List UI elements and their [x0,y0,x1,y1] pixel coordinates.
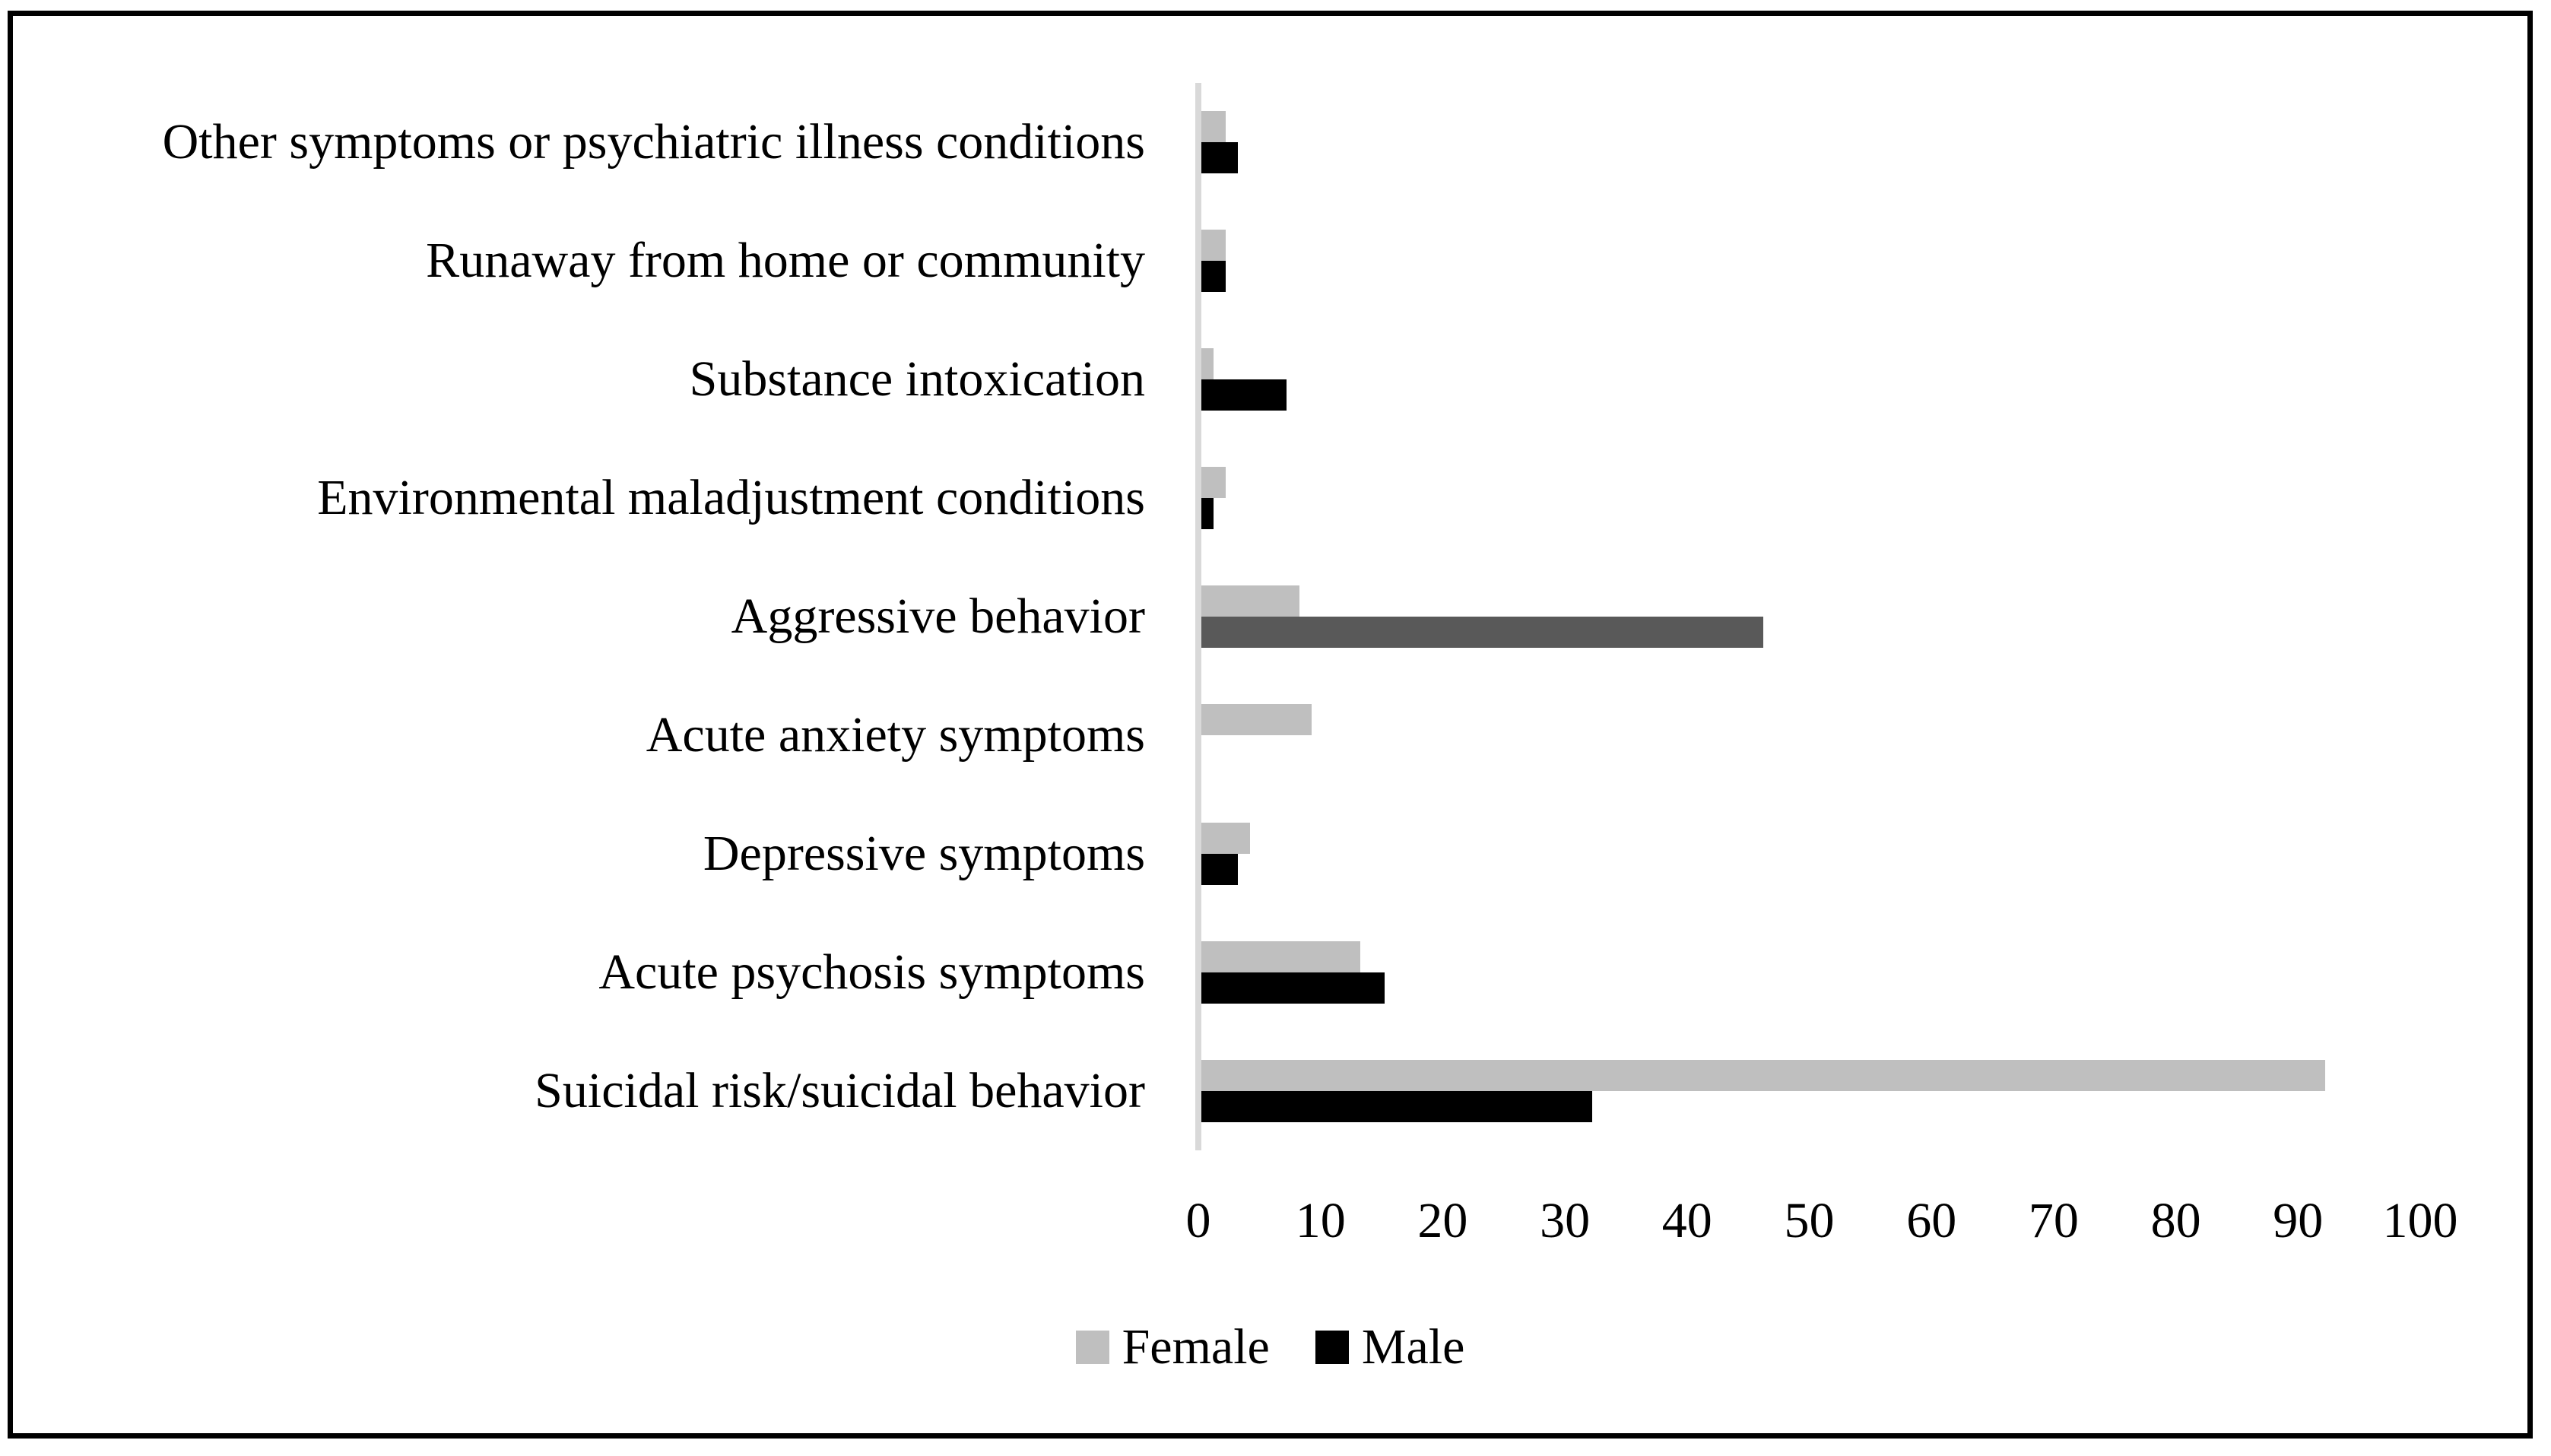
x-axis-tick-labels: 0 10 20 30 40 50 60 70 80 90 100 [13,1196,2527,1257]
bar-group [1201,467,1226,529]
x-tick-label: 70 [2028,1193,2079,1248]
female-bar [1201,230,1226,261]
male-bar [1201,972,1385,1004]
category-row: Depressive symptoms [13,795,2527,913]
category-row: Other symptoms or psychiatric illness co… [13,83,2527,201]
female-legend-swatch [1075,1331,1109,1364]
y-axis-line [1195,83,1201,1150]
female-bar [1201,704,1312,735]
x-tick-label: 80 [2150,1193,2201,1248]
male-bar [1201,142,1238,173]
bar-group [1201,704,1312,766]
legend-item-male: Male [1315,1319,1465,1375]
category-row: Suicidal risk/suicidal behavior [13,1032,2527,1150]
category-label: Runaway from home or community [426,233,1145,288]
category-row: Runaway from home or community [13,201,2527,320]
bar-group [1201,348,1287,411]
x-tick-label: 0 [1185,1193,1211,1248]
category-label: Depressive symptoms [703,826,1145,881]
male-bar [1201,854,1238,885]
female-bar [1201,467,1226,498]
legend-item-female: Female [1075,1319,1270,1375]
x-tick-label: 90 [2273,1193,2324,1248]
category-label: Substance intoxication [689,351,1145,407]
female-bar [1201,823,1250,854]
bar-group [1201,1060,2325,1122]
male-bar [1201,379,1287,411]
bar-group [1201,941,1385,1004]
legend: Female Male [13,1322,2527,1372]
category-label: Acute psychosis symptoms [598,944,1145,1000]
category-row: Acute psychosis symptoms [13,913,2527,1032]
male-bar [1201,1091,1592,1122]
category-label: Suicidal risk/suicidal behavior [535,1063,1145,1118]
male-bar [1201,498,1214,529]
male-bar [1201,617,1763,648]
legend-label: Female [1122,1319,1270,1375]
x-tick-label: 50 [1784,1193,1835,1248]
category-rows: Other symptoms or psychiatric illness co… [13,83,2527,1150]
bar-group [1201,111,1238,173]
female-bar [1201,348,1214,379]
category-label: Acute anxiety symptoms [646,707,1145,763]
male-bar [1201,261,1226,292]
plot-area: Other symptoms or psychiatric illness co… [13,16,2527,1433]
x-tick-label: 40 [1661,1193,1712,1248]
category-row: Environmental maladjustment conditions [13,439,2527,557]
category-label: Environmental maladjustment conditions [317,470,1145,525]
female-bar [1201,585,1299,617]
x-tick-label: 30 [1540,1193,1591,1248]
male-legend-swatch [1315,1331,1349,1364]
bar-group [1201,823,1250,885]
female-bar [1201,1060,2325,1091]
legend-label: Male [1361,1319,1465,1375]
category-row: Substance intoxication [13,320,2527,439]
category-label: Other symptoms or psychiatric illness co… [162,114,1145,170]
category-row: Aggressive behavior [13,557,2527,676]
bar-group [1201,230,1226,292]
chart-frame: Other symptoms or psychiatric illness co… [8,11,2533,1439]
bar-group [1201,585,1763,648]
x-tick-label: 20 [1417,1193,1468,1248]
female-bar [1201,941,1360,972]
female-bar [1201,111,1226,142]
category-label: Aggressive behavior [731,588,1145,644]
category-row: Acute anxiety symptoms [13,676,2527,795]
x-tick-label: 100 [2382,1193,2458,1248]
x-tick-label: 10 [1295,1193,1346,1248]
x-tick-label: 60 [1906,1193,1957,1248]
